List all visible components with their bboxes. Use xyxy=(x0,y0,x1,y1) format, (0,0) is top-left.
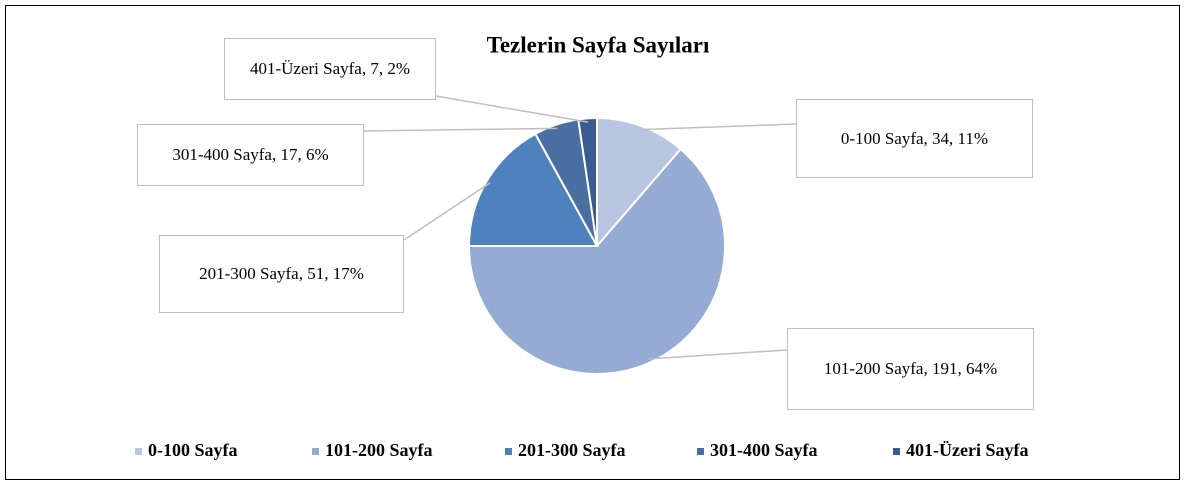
pie-slice xyxy=(467,147,726,375)
legend-label: 301-400 Sayfa xyxy=(710,440,818,460)
legend-swatch xyxy=(505,448,512,455)
leader-line xyxy=(435,95,589,123)
data-label: 101-200 Sayfa, 191, 64% xyxy=(787,328,1034,410)
pie-slice xyxy=(596,116,683,249)
pie-slice xyxy=(577,116,598,247)
legend-label: 201-300 Sayfa xyxy=(518,440,626,460)
leader-line xyxy=(403,182,491,241)
data-label: 301-400 Sayfa, 17, 6% xyxy=(137,124,364,186)
legend-swatch xyxy=(697,448,704,455)
chart-title: Tezlerin Sayfa Sayıları xyxy=(487,32,710,57)
legend-label: 101-200 Sayfa xyxy=(325,440,433,460)
legend-swatch xyxy=(312,448,319,455)
legend-label: 0-100 Sayfa xyxy=(148,440,238,460)
data-label: 0-100 Sayfa, 34, 11% xyxy=(796,99,1033,178)
data-label: 401-Üzeri Sayfa, 7, 2% xyxy=(224,38,436,100)
leader-line xyxy=(648,349,788,360)
pie-slice xyxy=(467,132,599,247)
legend-label: 401-Üzeri Sayfa xyxy=(906,440,1028,460)
leader-line xyxy=(640,123,797,131)
legend-swatch xyxy=(893,448,900,455)
legend-swatch xyxy=(135,448,142,455)
leader-line xyxy=(363,127,558,132)
data-label: 201-300 Sayfa, 51, 17% xyxy=(159,235,404,313)
